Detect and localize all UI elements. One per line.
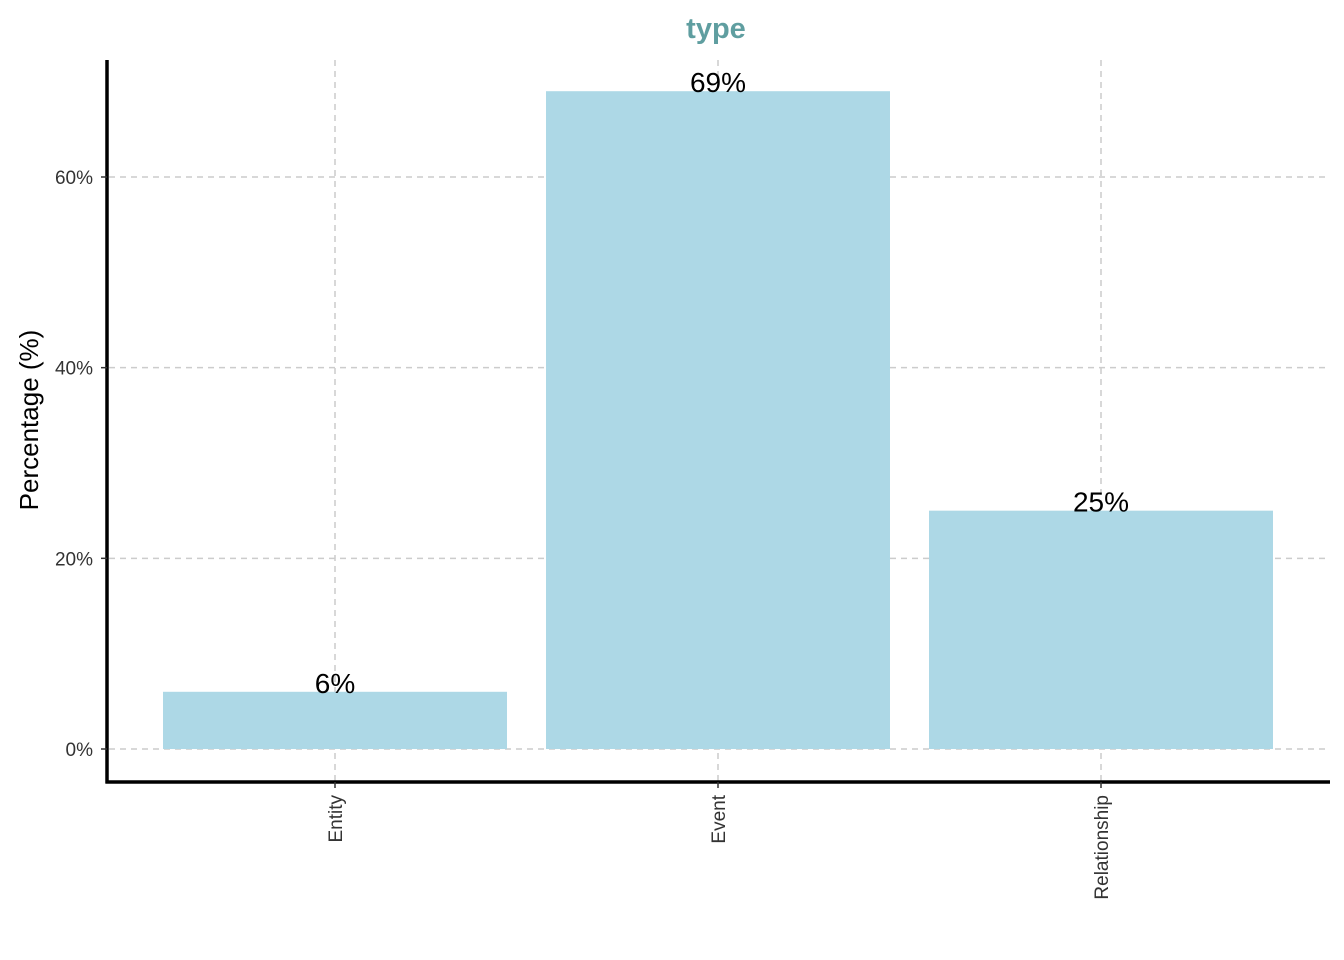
y-axis-title: Percentage (%) xyxy=(14,330,44,511)
x-tick-label: Entity xyxy=(326,795,347,843)
y-tick-label: 60% xyxy=(55,168,93,189)
y-tick-label: 0% xyxy=(66,740,94,761)
labels: 0% 20% 40% 60% Entity Event Relationship 6% 69% 2… xyxy=(55,67,1129,899)
bar-value-label: 6% xyxy=(315,668,355,699)
chart-title: type xyxy=(686,13,746,45)
bar-event xyxy=(546,91,890,749)
bar-entity xyxy=(163,691,507,749)
bar-value-label: 25% xyxy=(1073,487,1129,518)
axes xyxy=(101,60,1330,788)
bars xyxy=(163,91,1273,749)
y-tick-label: 40% xyxy=(55,359,93,380)
bar-relationship xyxy=(929,510,1273,749)
y-tick-label: 20% xyxy=(55,549,93,570)
x-tick-label: Relationship xyxy=(1092,795,1113,900)
bar-value-label: 69% xyxy=(690,67,746,98)
x-tick-label: Event xyxy=(709,794,730,843)
